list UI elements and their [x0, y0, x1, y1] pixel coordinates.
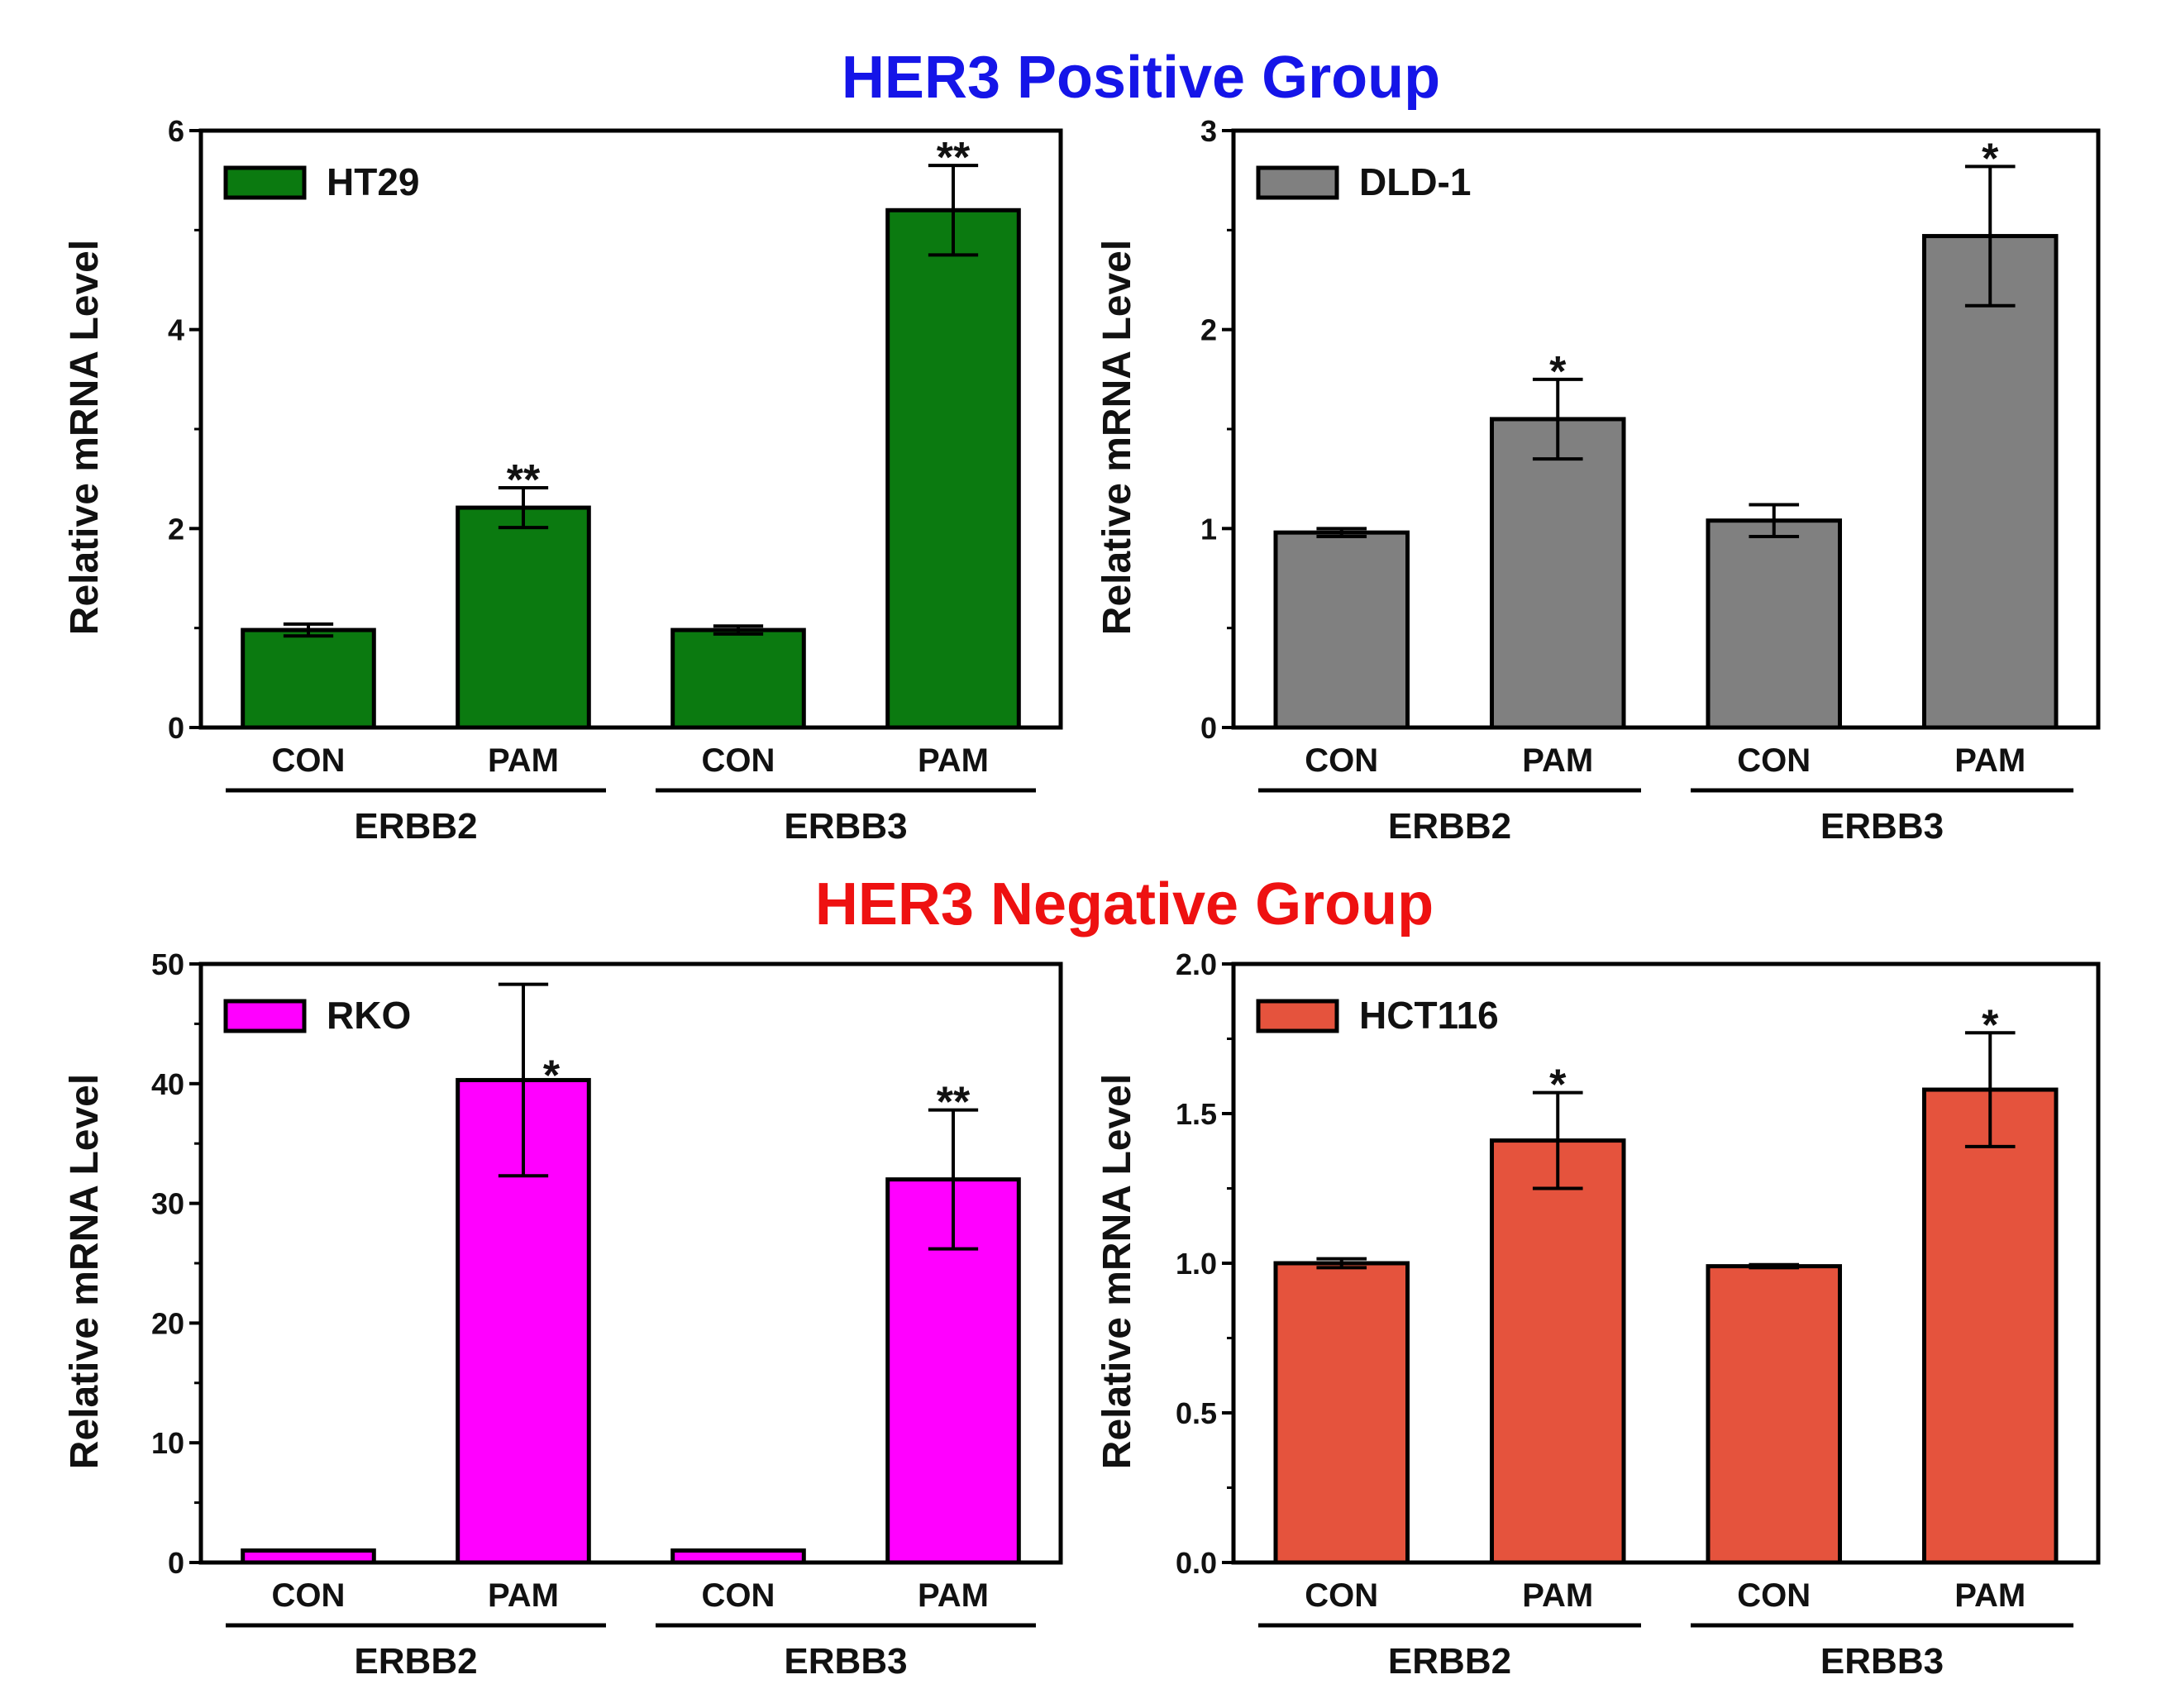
- y-tick-label: 1: [1200, 512, 1217, 546]
- negative-group-title: HER3 Negative Group: [815, 871, 1434, 937]
- legend-label: RKO: [327, 994, 411, 1037]
- legend-swatch: [1256, 165, 1339, 200]
- bar: [1706, 1264, 1843, 1565]
- bar: [1489, 1138, 1626, 1565]
- chart-panel-hct116: * * 0.0 0.5 1.0 1.5 2.0 Relative mRNA Level CON P…: [1095, 947, 2101, 1682]
- group-label: ERBB3: [1820, 806, 1944, 847]
- category-label: PAM: [488, 1577, 559, 1614]
- chart-panel-ht29: ** ** 0 2 4 6 Relative mRNA Level CON PAM CON PAM E…: [63, 114, 1063, 847]
- y-tick-label: 2: [1200, 313, 1217, 347]
- category-label: CON: [702, 742, 775, 779]
- category-label: PAM: [1954, 742, 2025, 779]
- category-label: PAM: [1522, 742, 1593, 779]
- category-label: CON: [1305, 742, 1378, 779]
- positive-group-title: HER3 Positive Group: [842, 45, 1440, 111]
- y-tick-label: 0: [168, 711, 184, 745]
- bar: [1706, 518, 1843, 730]
- y-tick-label: 4: [168, 313, 184, 347]
- y-tick-label: 1.5: [1176, 1097, 1217, 1131]
- significance-label: *: [1549, 348, 1567, 396]
- y-axis-label: Relative mRNA Level: [1095, 240, 1139, 635]
- y-tick-label: 10: [151, 1426, 184, 1460]
- y-axis-label: Relative mRNA Level: [63, 240, 107, 635]
- group-label: ERBB3: [1820, 1641, 1944, 1682]
- y-tick-label: 3: [1200, 114, 1217, 148]
- bar: [1273, 530, 1410, 730]
- bar: [241, 627, 376, 730]
- significance-label: *: [1549, 1062, 1567, 1109]
- y-tick-label: 30: [151, 1187, 184, 1221]
- significance-label: **: [937, 1079, 971, 1127]
- y-tick-label: 20: [151, 1306, 184, 1340]
- significance-label: *: [1982, 135, 1999, 183]
- y-tick-label: 2.0: [1176, 947, 1217, 981]
- category-label: PAM: [1954, 1577, 2025, 1614]
- y-axis-label: Relative mRNA Level: [63, 1074, 107, 1469]
- category-label: CON: [702, 1577, 775, 1614]
- legend-label: DLD-1: [1359, 160, 1471, 203]
- y-tick-label: 0: [1200, 711, 1217, 745]
- y-tick-label: 50: [151, 947, 184, 981]
- legend-label: HT29: [327, 160, 419, 203]
- category-label: PAM: [918, 742, 989, 779]
- y-tick-label: 1.0: [1176, 1247, 1217, 1281]
- group-label: ERBB2: [354, 806, 477, 847]
- category-label: CON: [272, 1577, 346, 1614]
- y-tick-label: 0: [168, 1546, 184, 1580]
- significance-label: **: [507, 456, 541, 504]
- legend-swatch: [223, 999, 307, 1033]
- group-label: ERBB3: [784, 806, 907, 847]
- bar: [885, 208, 1021, 730]
- y-tick-label: 0.5: [1176, 1396, 1217, 1430]
- y-axis-label: Relative mRNA Level: [1095, 1074, 1139, 1469]
- bar: [1273, 1261, 1410, 1565]
- y-tick-label: 2: [168, 512, 184, 546]
- significance-label: *: [543, 1052, 561, 1100]
- category-label: CON: [1305, 1577, 1378, 1614]
- y-tick-label: 6: [168, 114, 184, 148]
- bar: [456, 505, 591, 730]
- legend-label: HCT116: [1359, 994, 1499, 1037]
- bar: [1921, 234, 2059, 730]
- category-label: CON: [1737, 1577, 1811, 1614]
- significance-label: *: [1982, 1001, 1999, 1049]
- category-label: CON: [1737, 742, 1811, 779]
- bar: [670, 627, 806, 730]
- bar: [1489, 417, 1626, 730]
- category-label: PAM: [918, 1577, 989, 1614]
- significance-label: **: [937, 134, 971, 182]
- group-label: ERBB2: [1388, 1641, 1511, 1682]
- bar: [1921, 1087, 2059, 1565]
- group-label: ERBB2: [354, 1641, 477, 1682]
- category-label: CON: [272, 742, 346, 779]
- y-tick-label: 40: [151, 1067, 184, 1101]
- group-label: ERBB3: [784, 1641, 907, 1682]
- category-label: PAM: [488, 742, 559, 779]
- y-tick-label: 0.0: [1176, 1546, 1217, 1580]
- chart-panel-dld-1: * * 0 1 2 3 Relative mRNA Level CON PAM CON PAM ERB…: [1095, 114, 2101, 847]
- category-label: PAM: [1522, 1577, 1593, 1614]
- legend-swatch: [223, 165, 307, 200]
- group-label: ERBB2: [1388, 806, 1511, 847]
- legend-swatch: [1256, 999, 1339, 1033]
